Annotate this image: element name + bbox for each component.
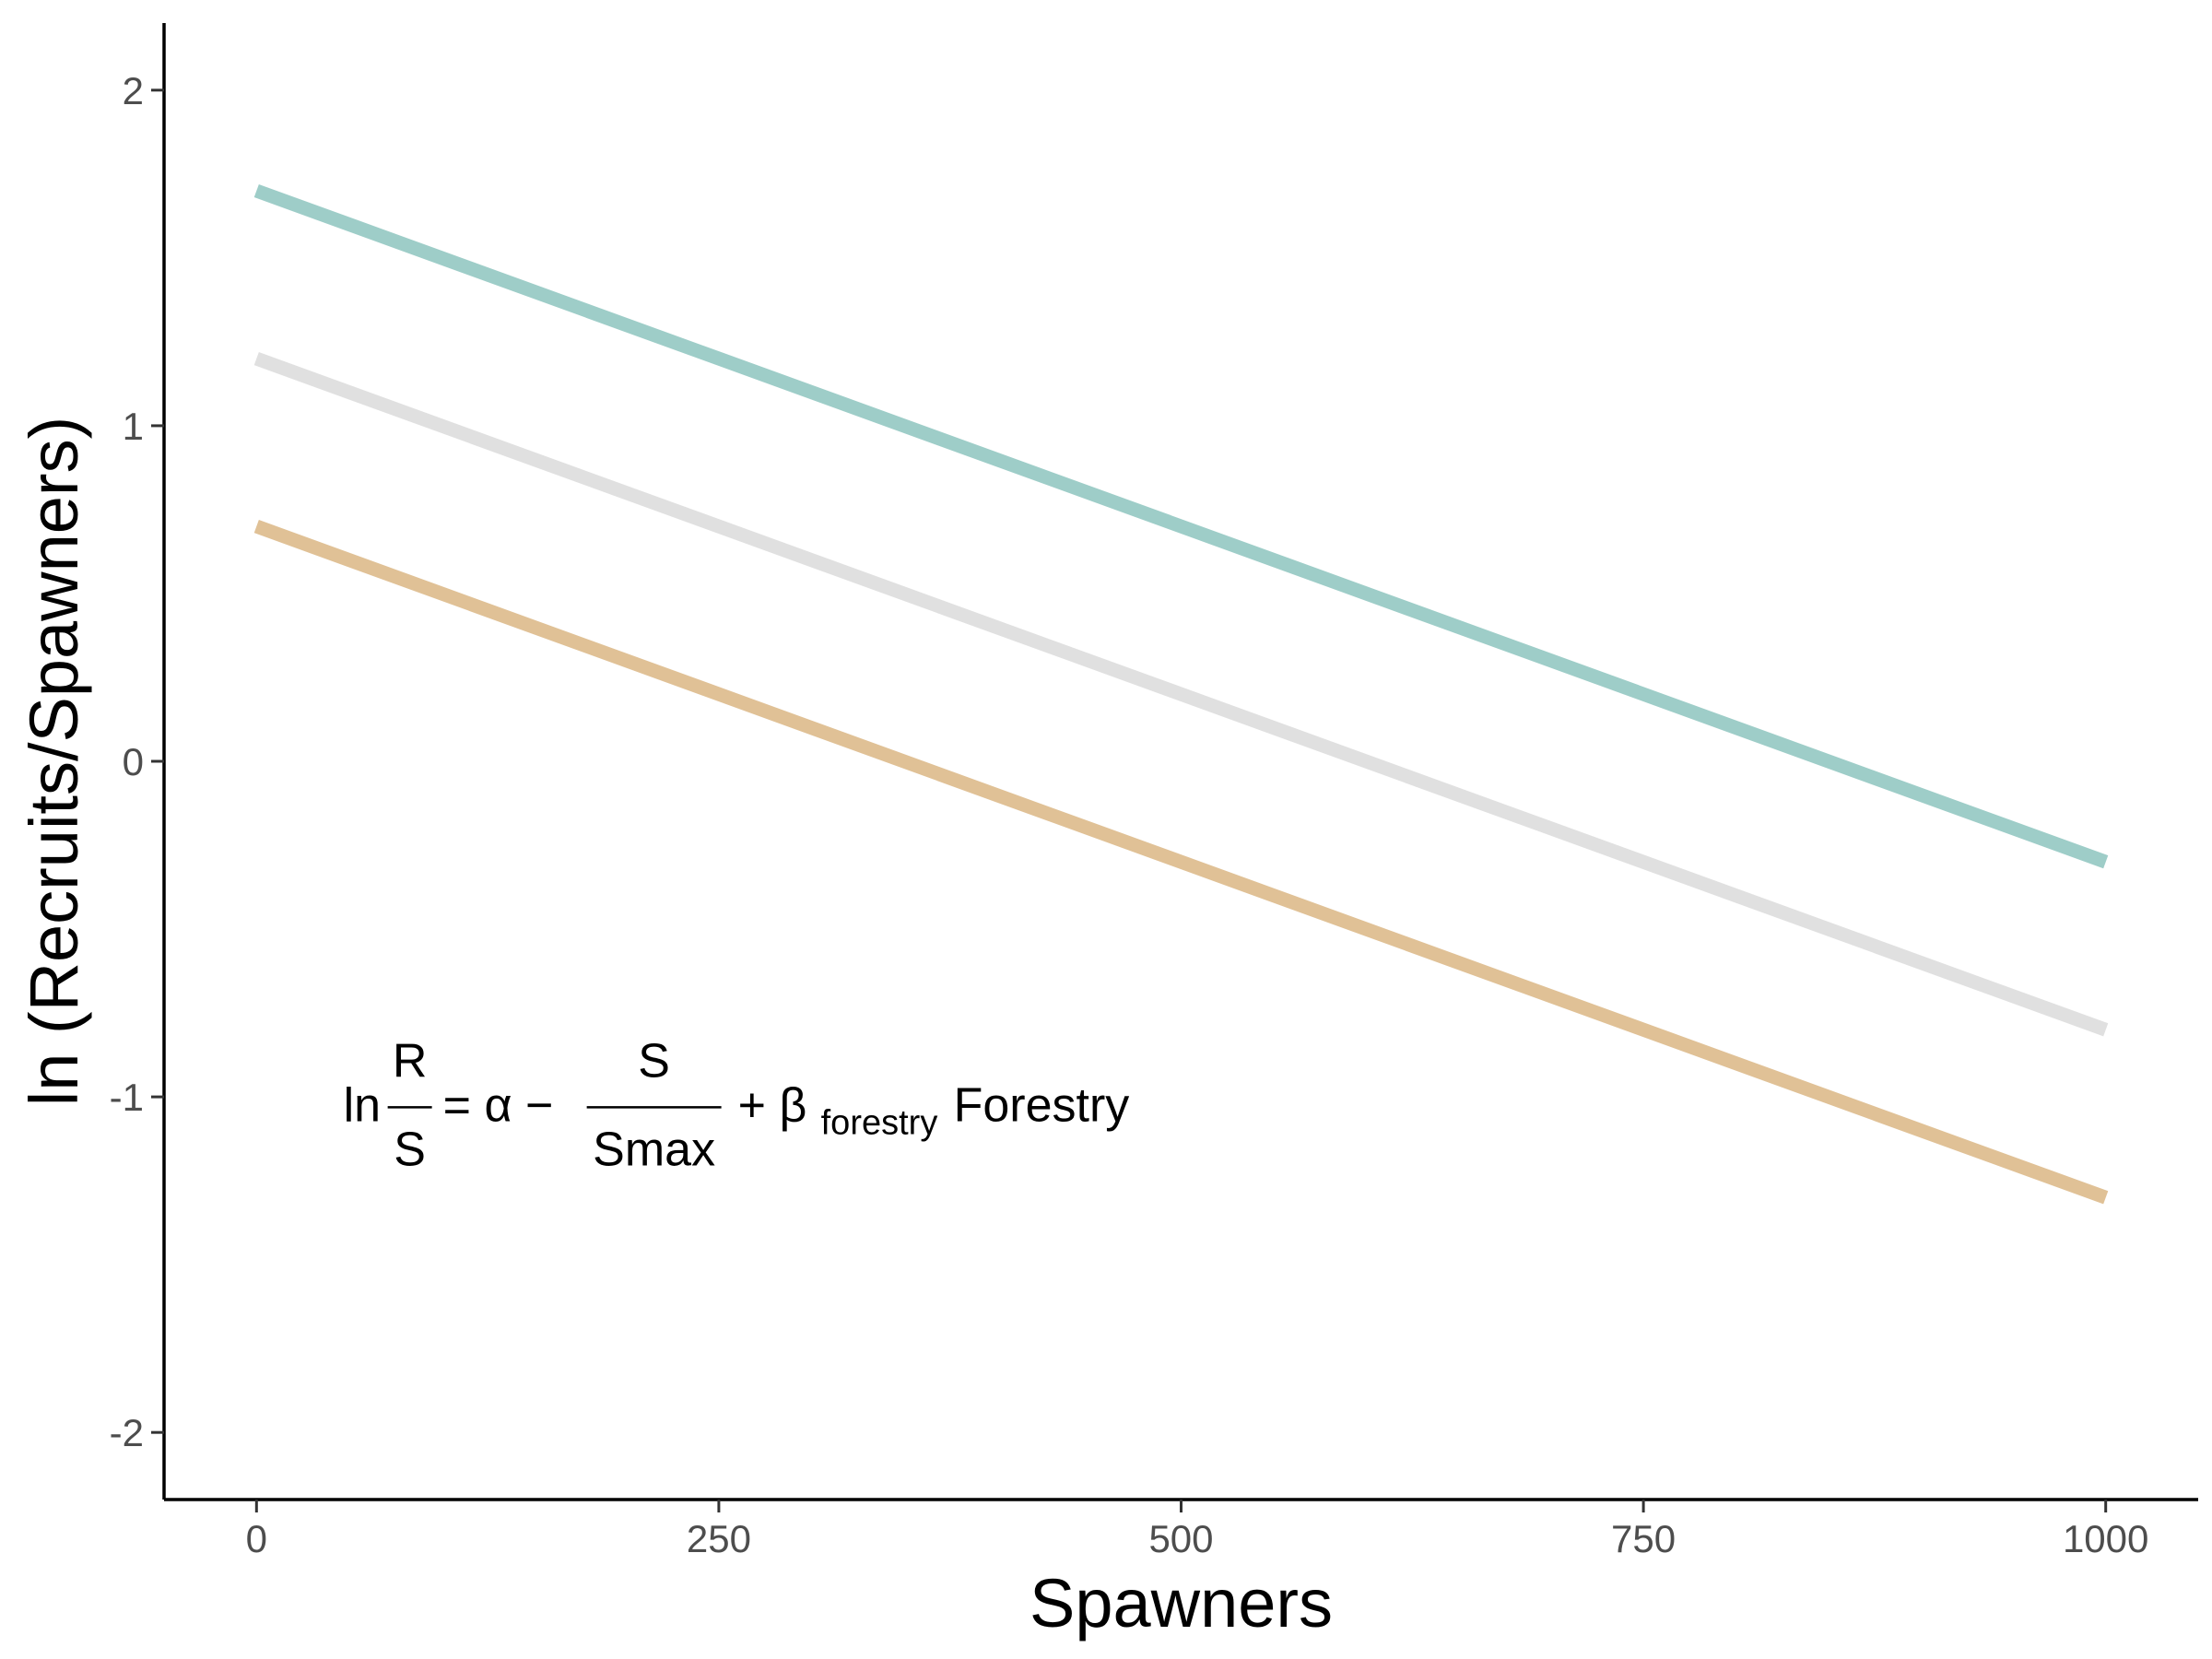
equation-annotation: ln R S = α − S Smax + β forestry Forestr…	[344, 1034, 1130, 1176]
y-tick-label: 0	[123, 740, 144, 783]
x-tick-label: 1000	[2063, 1517, 2148, 1560]
equation-fraction1-denominator: S	[394, 1123, 426, 1176]
y-tick-label: 1	[123, 405, 144, 448]
y-axis-title: ln (Recruits/Spawners)	[16, 417, 92, 1106]
equation-beta-subscript: forestry	[821, 1103, 938, 1142]
series-line-3	[253, 520, 2109, 1205]
x-ticks: 0 250 500 750 1000	[246, 1500, 2148, 1560]
series-line-1	[253, 183, 2109, 869]
x-axis-title: Spawners	[1030, 1565, 1333, 1641]
equation-fraction2-numerator: S	[638, 1034, 670, 1088]
equation-fraction2-denominator: Smax	[593, 1123, 715, 1176]
x-tick-label: 0	[246, 1517, 267, 1560]
x-tick-label: 500	[1148, 1517, 1213, 1560]
equation-ln: ln	[344, 1078, 381, 1132]
equation-fraction1-numerator: R	[393, 1034, 428, 1088]
y-ticks: -2 -1 0 1 2	[110, 69, 164, 1454]
y-tick-label: -2	[110, 1411, 144, 1454]
equation-forestry-term: Forestry	[954, 1078, 1130, 1132]
y-tick-label: 2	[123, 69, 144, 112]
equation-beta: + β	[738, 1078, 807, 1132]
series-line-2	[253, 352, 2109, 1037]
series-layer	[253, 183, 2109, 1205]
x-tick-label: 750	[1611, 1517, 1676, 1560]
equation-middle: = α −	[443, 1078, 554, 1132]
y-tick-label: -1	[110, 1076, 144, 1119]
x-tick-label: 250	[687, 1517, 751, 1560]
